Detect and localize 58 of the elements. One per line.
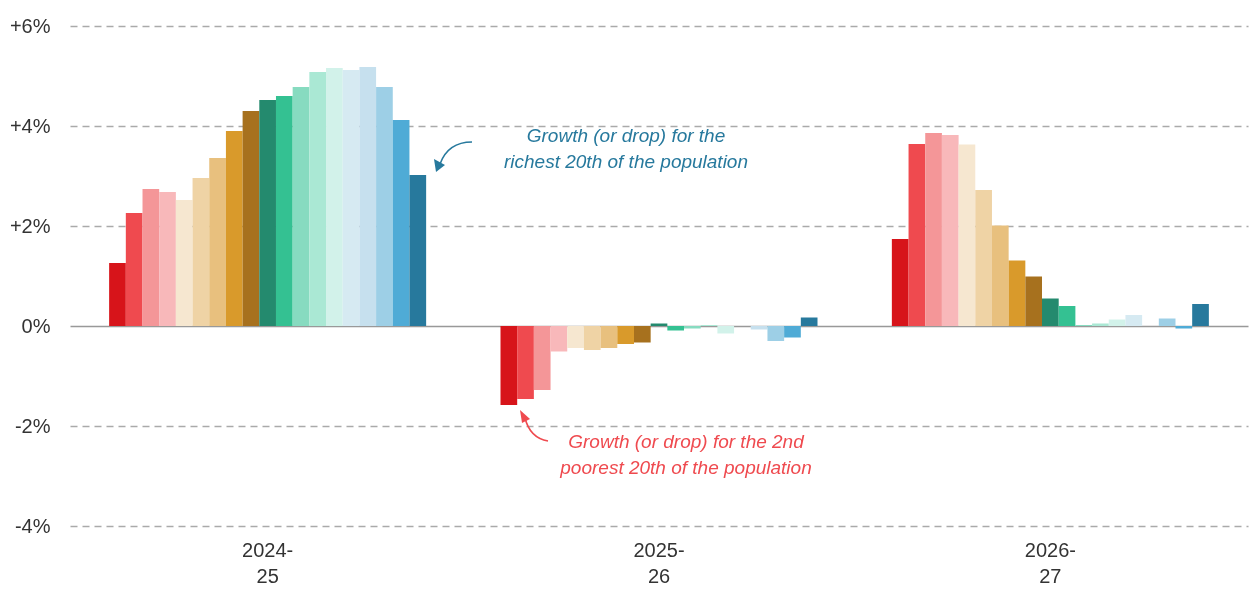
bar <box>309 72 327 326</box>
bar <box>958 144 976 326</box>
bar <box>633 326 651 343</box>
bar <box>517 326 534 399</box>
bar <box>684 326 701 329</box>
bar <box>975 190 992 326</box>
bar <box>359 67 377 326</box>
x-tick-label: 2026-27 <box>1024 538 1076 587</box>
y-tick-label: +2% <box>9 214 51 237</box>
bar <box>159 192 176 326</box>
bar <box>1025 276 1043 326</box>
bar <box>908 144 926 326</box>
bar <box>1158 318 1176 326</box>
bar <box>242 111 260 326</box>
y-tick-label: +4% <box>9 114 51 137</box>
bar <box>925 133 942 326</box>
bar <box>533 326 551 390</box>
bar <box>717 326 735 334</box>
bar <box>376 87 393 326</box>
bar <box>109 263 126 326</box>
bar <box>192 178 210 326</box>
bar <box>142 189 160 326</box>
bar <box>600 326 618 348</box>
bar <box>1042 298 1059 326</box>
bar <box>259 100 276 326</box>
bar <box>1008 260 1026 326</box>
bar <box>125 213 143 326</box>
annotation: Growth (or drop) for the 2nd poorest 20th of the population <box>559 431 812 478</box>
bar <box>941 135 959 326</box>
y-tick-label: -4% <box>14 514 51 537</box>
bar <box>1175 326 1193 329</box>
bar <box>209 158 226 326</box>
annotation: Growth (or drop) for the richest 20th of the population <box>503 125 749 172</box>
x-tick-label: 2024-25 <box>242 538 294 587</box>
bar <box>667 326 685 331</box>
y-tick-label: +6% <box>9 14 51 37</box>
bar <box>275 96 293 326</box>
bar <box>500 326 518 405</box>
bar <box>617 326 634 344</box>
bar <box>991 225 1009 326</box>
bar <box>750 326 768 330</box>
bar <box>550 326 568 352</box>
bar <box>1058 306 1076 326</box>
bar <box>583 326 601 350</box>
bar <box>567 326 584 348</box>
bar <box>175 200 193 326</box>
bar <box>800 317 818 326</box>
bar <box>767 326 785 341</box>
bar <box>292 87 310 326</box>
bar <box>225 131 243 326</box>
bar <box>784 326 801 338</box>
x-tick-label: 2025-26 <box>633 538 685 587</box>
y-tick-label: -2% <box>14 414 51 437</box>
y-tick-label: 0% <box>21 314 51 337</box>
bar <box>392 120 410 326</box>
bar <box>409 175 427 326</box>
bar <box>1192 304 1209 326</box>
bar <box>891 239 909 326</box>
